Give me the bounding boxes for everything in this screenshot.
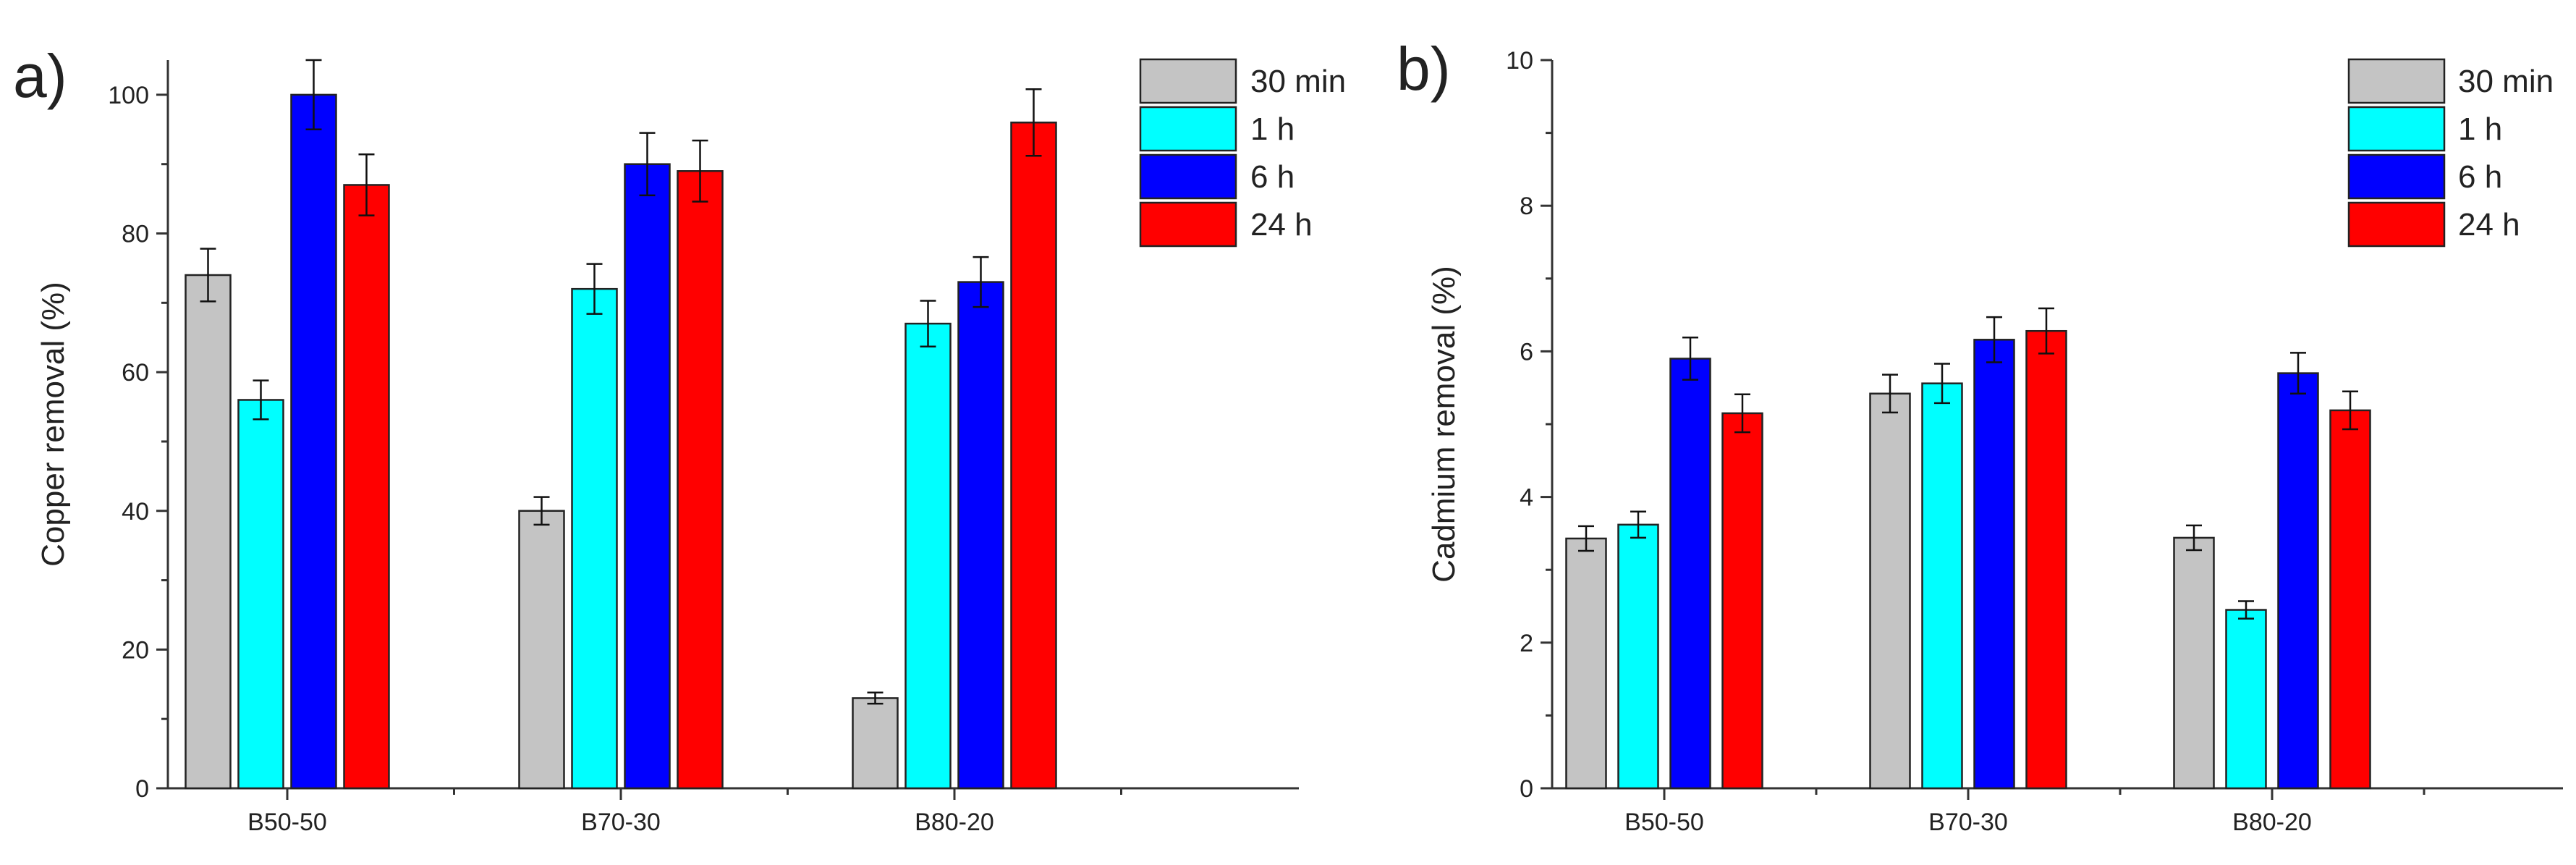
y-tick-label: 40 [122, 498, 149, 526]
bar-6-h-B80-20 [2277, 372, 2319, 790]
y-tick-label: 100 [108, 82, 149, 109]
y-tick-label: 10 [1506, 47, 1533, 75]
x-tick-label: B70-30 [1928, 809, 2008, 836]
bar-6-h-B50-50 [290, 93, 337, 790]
bar-1-h-B50-50 [237, 399, 284, 790]
y-tick-label: 8 [1520, 193, 1533, 220]
panel-label: a) [13, 42, 67, 110]
legend-label: 1 h [1250, 111, 1295, 147]
bar-24-h-B70-30 [2025, 329, 2067, 790]
bar-1-h-B70-30 [571, 287, 618, 790]
bar-24-h-B80-20 [2329, 409, 2371, 790]
legend-swatch [2347, 58, 2446, 104]
legend-swatch [1139, 106, 1237, 152]
y-tick-label: 4 [1520, 484, 1533, 512]
bar-30-min-B80-20 [852, 697, 899, 790]
bar-30-min-B50-50 [185, 274, 232, 790]
x-tick-label: B70-30 [581, 809, 661, 836]
x-tick-label: B80-20 [915, 809, 994, 836]
bar-24-h-B50-50 [1721, 412, 1763, 790]
y-tick-label: 0 [135, 775, 149, 803]
bar-6-h-B70-30 [624, 163, 671, 790]
bar-6-h-B70-30 [1973, 339, 2015, 790]
legend-swatch [2347, 106, 2446, 152]
legend-swatch [1139, 58, 1237, 104]
x-tick-label: B50-50 [1624, 809, 1704, 836]
panel-label: b) [1397, 35, 1451, 103]
legend-label: 30 min [2458, 64, 2554, 99]
bar-30-min-B70-30 [518, 510, 565, 790]
bar-30-min-B80-20 [2173, 536, 2215, 790]
y-tick-label: 80 [122, 221, 149, 248]
legend-swatch [1139, 201, 1237, 248]
legend: 30 min 1 h 6 h 24 h [2347, 58, 2554, 248]
bar-30-min-B70-30 [1869, 392, 1911, 790]
legend-label: 24 h [2458, 207, 2520, 242]
legend-label: 6 h [1250, 159, 1295, 195]
bar-1-h-B70-30 [1921, 382, 1963, 790]
y-tick-label: 20 [122, 636, 149, 664]
bar-24-h-B50-50 [343, 184, 390, 790]
bar-24-h-B80-20 [1010, 121, 1057, 790]
y-tick-label: 6 [1520, 338, 1533, 366]
legend-label: 1 h [2458, 111, 2502, 147]
bar-1-h-B50-50 [1617, 523, 1659, 790]
legend-label: 6 h [2458, 159, 2502, 195]
panel-a: 0 20 40 60 80 100 Copper removal (%) a) B50-50 B7… [13, 42, 1346, 836]
y-tick-label: 60 [122, 359, 149, 387]
y-tick-label: 2 [1520, 630, 1533, 657]
panel-b: 0 2 4 6 8 10 Cadmium removal (%) b) B50-50 B70-30… [1397, 35, 2563, 836]
legend-swatch [2347, 201, 2446, 248]
y-axis-label: Copper removal (%) [35, 282, 71, 567]
bar-1-h-B80-20 [2225, 609, 2267, 790]
y-tick-label: 0 [1520, 775, 1533, 803]
y-axis-label: Cadmium removal (%) [1426, 266, 1462, 583]
legend-swatch [2347, 153, 2446, 200]
x-tick-label: B80-20 [2232, 809, 2312, 836]
bar-1-h-B80-20 [904, 322, 952, 790]
bar-6-h-B50-50 [1669, 358, 1711, 790]
legend-swatch [1139, 153, 1237, 200]
bar-24-h-B70-30 [677, 170, 724, 790]
legend: 30 min 1 h 6 h 24 h [1139, 58, 1346, 248]
bar-6-h-B80-20 [957, 281, 1004, 790]
legend-label: 30 min [1250, 64, 1346, 99]
legend-label: 24 h [1250, 207, 1313, 242]
x-tick-label: B50-50 [247, 809, 327, 836]
bar-30-min-B50-50 [1565, 537, 1607, 790]
